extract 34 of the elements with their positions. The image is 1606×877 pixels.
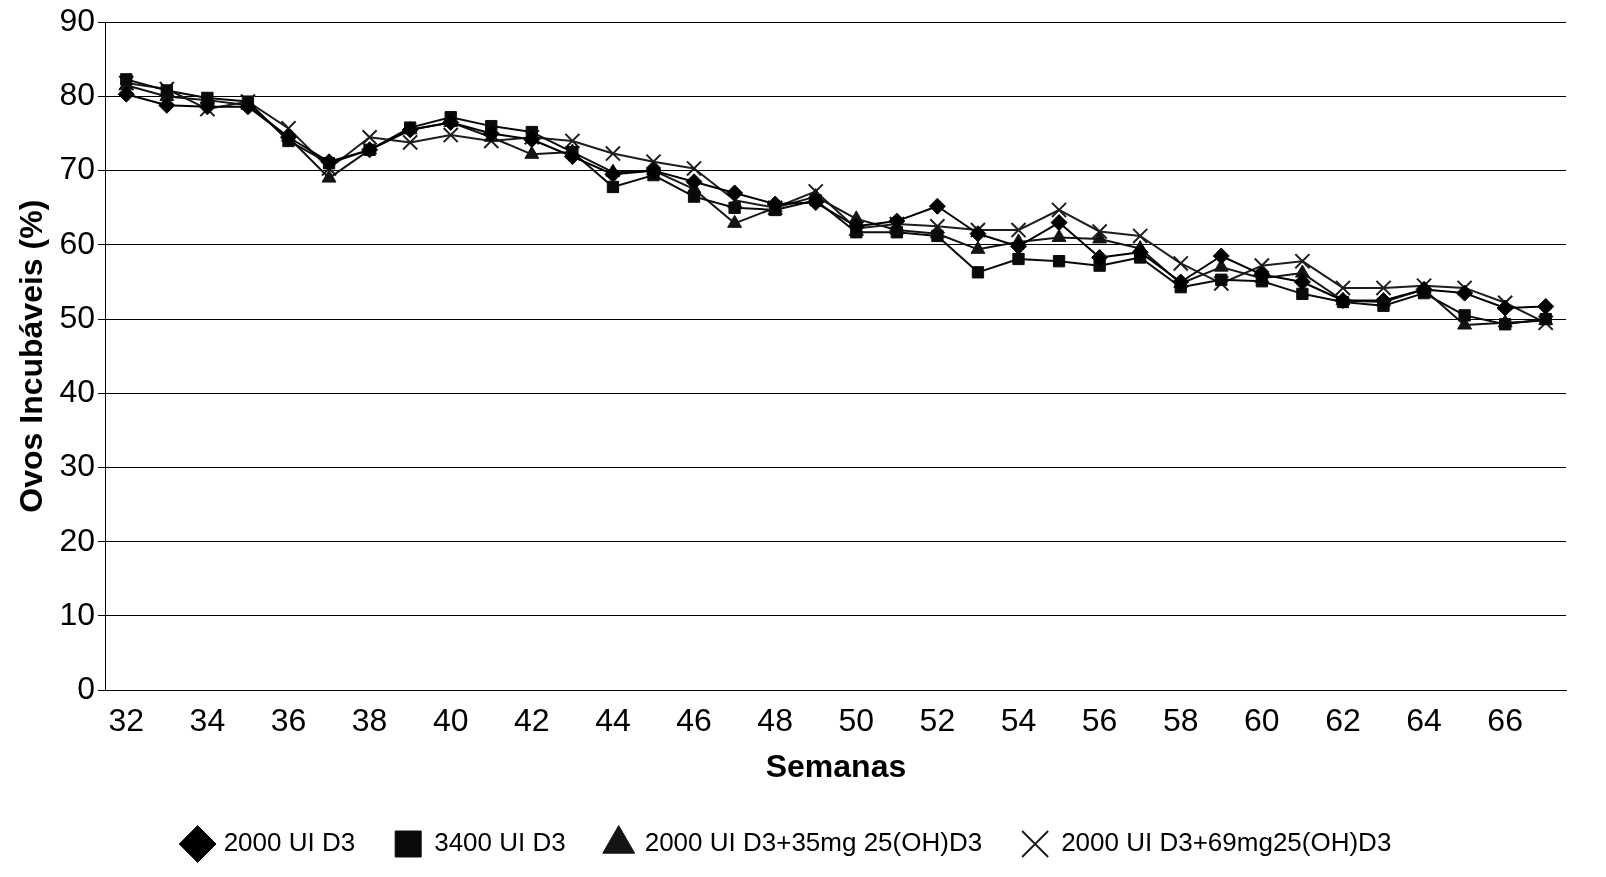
y-tick-label: 60 — [59, 224, 95, 261]
y-axis-title: Ovos Incubáveis (%) — [13, 199, 50, 513]
y-tick-label: 80 — [59, 76, 95, 113]
y-tick-label: 30 — [59, 447, 95, 484]
x-tick-label: 66 — [1487, 702, 1523, 739]
y-tick-label: 0 — [77, 670, 95, 707]
x-tick-label: 48 — [757, 702, 793, 739]
x-tick-label: 64 — [1406, 702, 1442, 739]
y-tick-label: 90 — [59, 2, 95, 39]
x-tick-label: 42 — [514, 702, 550, 739]
x-tick-label: 36 — [270, 702, 307, 739]
x-tick-label: 50 — [838, 702, 875, 739]
y-tick-label: 10 — [59, 595, 95, 632]
x-axis-title: Semanas — [765, 747, 907, 784]
x-tick-label: 32 — [108, 702, 145, 739]
x-tick-label: 38 — [351, 702, 388, 739]
x-tick-label: 46 — [676, 702, 712, 739]
x-tick-label: 34 — [189, 702, 226, 739]
x-tick-label: 40 — [432, 702, 469, 739]
legend-label: 2000 UI D3 — [223, 827, 356, 858]
x-tick-label: 44 — [595, 702, 631, 739]
legend-label: 3400 UI D3 — [434, 827, 566, 858]
x-tick-label: 62 — [1325, 702, 1361, 739]
y-tick-label: 70 — [59, 150, 95, 187]
x-tick-label: 52 — [919, 702, 956, 739]
legend-label: 2000 UI D3+35mg 25(OH)D3 — [644, 827, 983, 858]
x-tick-label: 56 — [1081, 702, 1118, 739]
y-tick-label: 50 — [59, 298, 95, 335]
y-tick-label: 20 — [59, 521, 95, 558]
x-tick-label: 58 — [1162, 702, 1199, 739]
y-tick-label: 40 — [59, 373, 95, 410]
x-tick-label: 60 — [1244, 702, 1280, 739]
x-tick-label: 54 — [1000, 702, 1037, 739]
legend-label: 2000 UI D3+69mg25(OH)D3 — [1061, 827, 1392, 858]
